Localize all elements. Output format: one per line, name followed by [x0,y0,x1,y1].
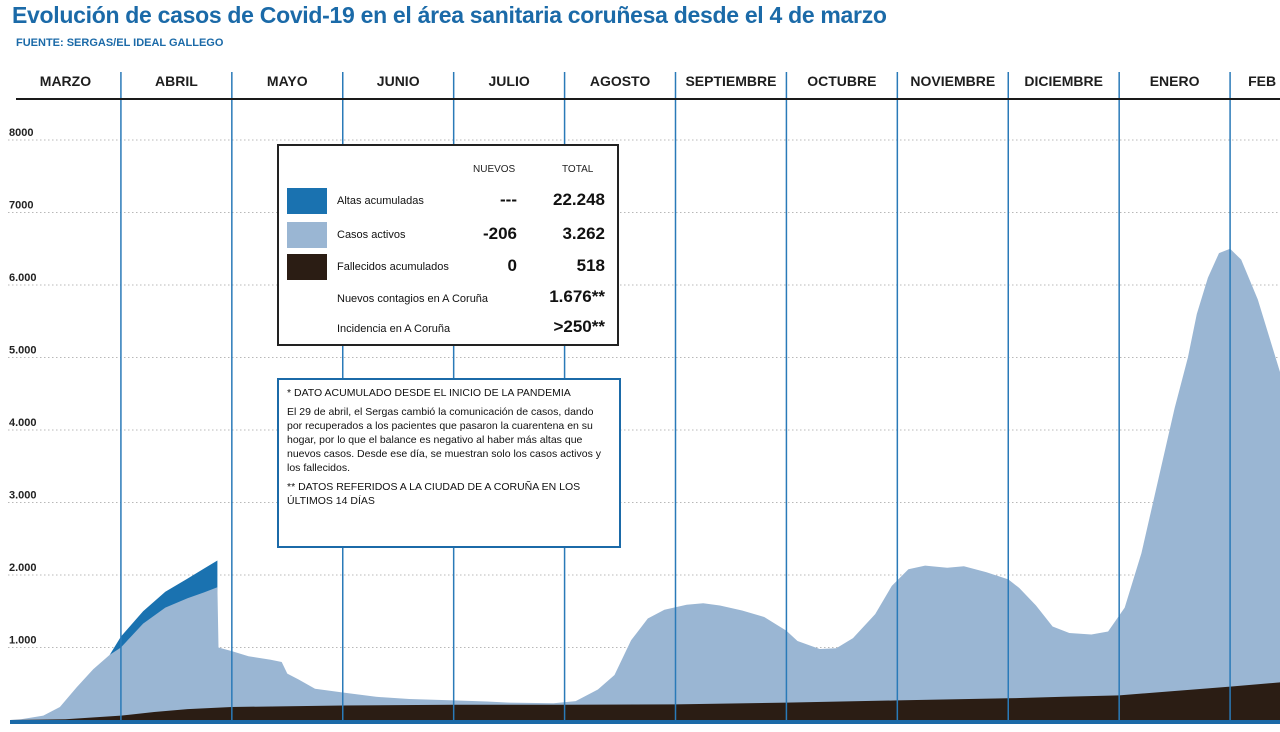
legend-label-incidencia: Incidencia en A Coruña [337,323,451,335]
y-tick-label: 1.000 [9,635,37,647]
legend-header-new: NUEVOS [473,164,516,175]
y-tick-label: 5.000 [9,345,37,357]
y-tick-label: 6.000 [9,272,37,284]
legend-total-incidencia: >250** [553,317,605,336]
month-label: OCTUBRE [807,73,876,89]
legend-total-fallecidos: 518 [576,256,605,275]
month-label: ENERO [1150,73,1200,89]
legend-new-altas: --- [500,190,517,209]
y-tick-label: 7000 [9,200,33,212]
notes-heading: * DATO ACUMULADO DESDE EL INICIO DE LA P… [287,387,571,399]
legend-swatch-altas [287,188,327,214]
legend-total-contagios: 1.676** [549,287,605,306]
legend-new-activos: -206 [482,224,517,243]
legend-swatch-fallecidos [287,254,327,280]
month-label: JUNIO [377,73,420,89]
legend-label-contagios: Nuevos contagios en A Coruña [337,293,489,305]
legend-total-activos: 3.262 [562,224,605,243]
month-label: FEB [1248,73,1276,89]
legend-table: NUEVOS TOTAL Altas acumuladas --- 22.248… [277,144,619,346]
y-axis-labels: 1.000 2.000 3.000 4.000 5.000 6.000 7000 8000 [9,127,37,647]
y-tick-label: 4.000 [9,417,37,429]
month-label: JULIO [489,73,530,89]
legend-label-fallecidos: Fallecidos acumulados [337,261,449,273]
month-label: NOVIEMBRE [910,73,995,89]
legend-header-total: TOTAL [562,164,594,175]
chart-title: Evolución de casos de Covid-19 en el áre… [12,2,887,28]
chart-source: FUENTE: SERGAS/EL IDEAL GALLEGO [16,37,224,49]
legend-label-activos: Casos activos [337,229,406,241]
series-area-fallecidos [10,682,1280,720]
month-labels: MARZO ABRIL MAYO JUNIO JULIO AGOSTO SEPTIEMBRE… [40,73,1276,89]
y-tick-label: 8000 [9,127,33,139]
notes-box: * DATO ACUMULADO DESDE EL INICIO DE LA P… [277,378,621,548]
month-label: MARZO [40,73,91,89]
y-tick-label: 3.000 [9,490,37,502]
gridlines [8,139,1280,648]
month-label: ABRIL [155,73,198,89]
month-label: DICIEMBRE [1024,73,1103,89]
y-tick-label: 2.000 [9,562,37,574]
legend-new-fallecidos: 0 [507,256,517,275]
notes-footnote: ** DATOS REFERIDOS A LA CIUDAD DE A CORU… [287,481,581,507]
month-label: SEPTIEMBRE [685,73,776,89]
month-label: MAYO [267,73,308,89]
legend-swatch-activos [287,222,327,248]
legend-label-altas: Altas acumuladas [337,195,424,207]
month-label: AGOSTO [590,73,651,89]
notes-body: El 29 de abril, el Sergas cambió la comu… [287,406,601,474]
chart-areas [10,248,1280,721]
legend-total-altas: 22.248 [553,190,605,209]
series-area-activos [10,248,1280,721]
